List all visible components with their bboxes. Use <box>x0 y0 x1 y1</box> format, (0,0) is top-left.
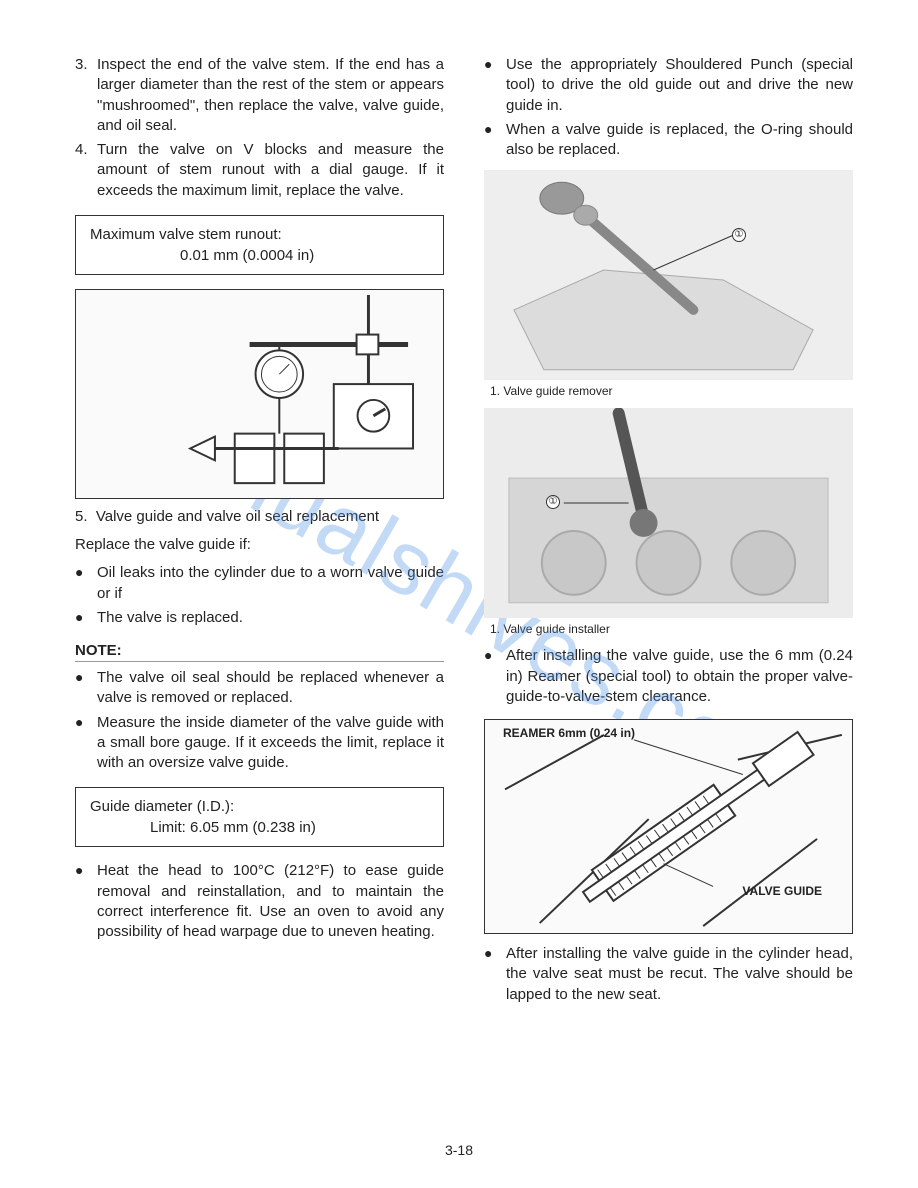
bullet-icon: ● <box>75 563 97 604</box>
item-text: Inspect the end of the valve stem. If th… <box>97 55 444 136</box>
item-text: After installing the valve guide in the … <box>506 944 853 1005</box>
photo-valve-guide-remover: ① <box>484 170 853 380</box>
figure-caption: 1. Valve guide installer <box>490 622 853 636</box>
page-number: 3-18 <box>0 1142 918 1158</box>
figure-dial-gauge <box>75 289 444 499</box>
bullet-icon: ● <box>75 668 97 709</box>
item-text: The valve is replaced. <box>97 608 444 628</box>
list-item: ● The valve is replaced. <box>75 608 444 628</box>
bullet-icon: ● <box>75 608 97 628</box>
bullet-icon: ● <box>75 861 97 942</box>
list-item: ● The valve oil seal should be replaced … <box>75 668 444 709</box>
bullet-icon: ● <box>75 713 97 774</box>
spec-label: Maximum valve stem runout: <box>90 224 429 245</box>
spec-value: 0.01 mm (0.0004 in) <box>90 245 429 266</box>
list-item: ● When a valve guide is replaced, the O-… <box>484 120 853 161</box>
list-item: ● Use the appropriately Shouldered Punch… <box>484 55 853 116</box>
figure-reamer: REAMER 6mm (0.24 in) VALVE GUIDE <box>484 719 853 934</box>
item-text: Measure the inside diameter of the valve… <box>97 713 444 774</box>
figure-label-valve-guide: VALVE GUIDE <box>742 884 822 898</box>
bullet-icon: ● <box>484 646 506 707</box>
item5-heading: 5. Valve guide and valve oil seal replac… <box>75 507 444 527</box>
list-item: ● After installing the valve guide in th… <box>484 944 853 1005</box>
bullet-icon: ● <box>484 55 506 116</box>
item-number: 3. <box>75 55 97 136</box>
item-text: Use the appropriately Shouldered Punch (… <box>506 55 853 116</box>
bullet-icon: ● <box>484 120 506 161</box>
spec-box-runout: Maximum valve stem runout: 0.01 mm (0.00… <box>75 215 444 275</box>
list-item: ● After installing the valve guide, use … <box>484 646 853 707</box>
replace-if-text: Replace the valve guide if: <box>75 535 444 555</box>
list-item: ● Measure the inside diameter of the val… <box>75 713 444 774</box>
figure-label-reamer: REAMER 6mm (0.24 in) <box>503 726 635 740</box>
item-text: Oil leaks into the cylinder due to a wor… <box>97 563 444 604</box>
item-number: 5. <box>75 508 88 525</box>
figure-caption: 1. Valve guide remover <box>490 384 853 398</box>
item-number: 4. <box>75 140 97 201</box>
right-column: ● Use the appropriately Shouldered Punch… <box>484 55 853 1009</box>
item-text: After installing the valve guide, use th… <box>506 646 853 707</box>
bullet-icon: ● <box>484 944 506 1005</box>
left-column: 3. Inspect the end of the valve stem. If… <box>75 55 444 1009</box>
item-text: When a valve guide is replaced, the O-ri… <box>506 120 853 161</box>
item-text: Turn the valve on V blocks and measure t… <box>97 140 444 201</box>
list-item: 4. Turn the valve on V blocks and measur… <box>75 140 444 201</box>
item-text: The valve oil seal should be replaced wh… <box>97 668 444 709</box>
photo-valve-guide-installer: ① <box>484 408 853 618</box>
list-item: ● Oil leaks into the cylinder due to a w… <box>75 563 444 604</box>
list-item: ● Heat the head to 100°C (212°F) to ease… <box>75 861 444 942</box>
spec-label: Guide diameter (I.D.): <box>90 796 429 817</box>
two-column-layout: 3. Inspect the end of the valve stem. If… <box>75 55 853 1009</box>
note-heading: NOTE: <box>75 642 444 662</box>
item-text: Heat the head to 100°C (212°F) to ease g… <box>97 861 444 942</box>
spec-box-guide-diameter: Guide diameter (I.D.): Limit: 6.05 mm (0… <box>75 787 444 847</box>
list-item: 3. Inspect the end of the valve stem. If… <box>75 55 444 136</box>
item-text: Valve guide and valve oil seal replaceme… <box>96 508 379 525</box>
spec-value: Limit: 6.05 mm (0.238 in) <box>90 817 429 838</box>
